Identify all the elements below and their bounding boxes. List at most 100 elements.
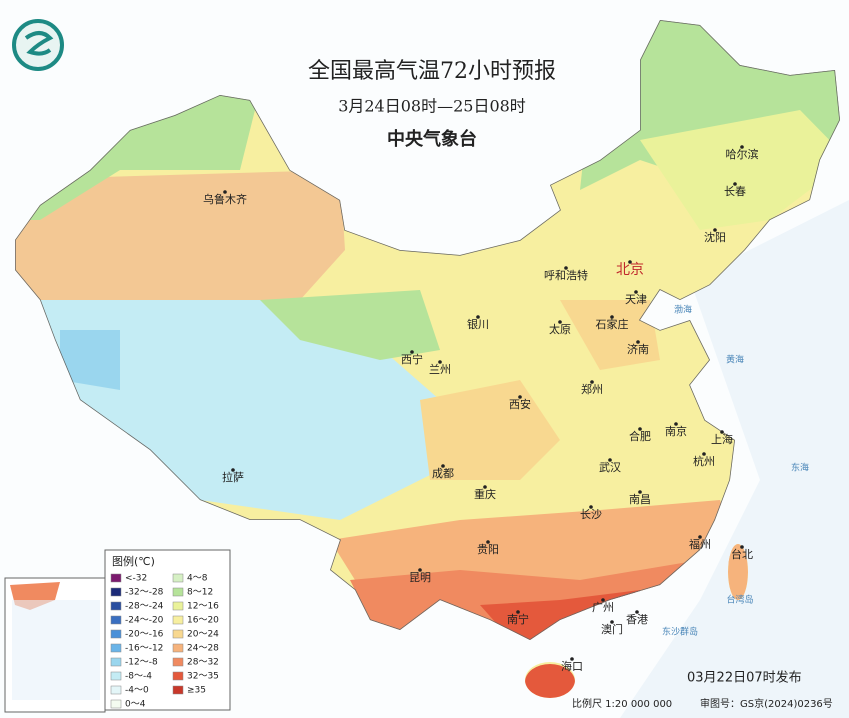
city-label: 长春 — [724, 185, 746, 198]
city-dot — [733, 182, 737, 186]
legend-label: -24～-20 — [125, 616, 164, 626]
legend-label: 16～20 — [187, 616, 219, 626]
city-dot — [231, 468, 235, 472]
city-label: 天津 — [625, 293, 647, 306]
city-label: 济南 — [627, 342, 649, 356]
city-label: 重庆 — [474, 487, 496, 501]
city-dot — [610, 620, 614, 624]
legend-label: ≥35 — [187, 686, 206, 696]
city-label: 北京 — [616, 262, 644, 278]
city-label: 长沙 — [580, 508, 602, 521]
city-label: 呼和浩特 — [544, 268, 588, 282]
city-dot — [441, 464, 445, 468]
legend-swatch — [172, 629, 184, 639]
city-label: 澳门 — [601, 622, 623, 636]
city-label: 太原 — [549, 323, 571, 336]
city-dot — [638, 427, 642, 431]
city-label: 石家庄 — [596, 317, 629, 331]
city-dot — [410, 350, 414, 354]
legend-swatch — [110, 629, 122, 639]
legend-label: -32～-28 — [125, 588, 164, 598]
legend-swatch — [172, 671, 184, 681]
legend-swatch — [172, 643, 184, 653]
city-label: 海口 — [561, 659, 583, 673]
sea-label: 黄海 — [726, 354, 744, 366]
city-dot — [589, 505, 593, 509]
city-label: 西安 — [509, 397, 531, 411]
city-dot — [223, 190, 227, 194]
city-dot — [720, 430, 724, 434]
legend-label: 20～24 — [187, 630, 219, 640]
agency: 中央气象台 — [387, 128, 477, 150]
city-label: 昆明 — [409, 571, 431, 584]
legend-label: -16～-12 — [125, 644, 163, 654]
city-label: 合肥 — [629, 429, 651, 443]
legend-label: -4～0 — [125, 686, 149, 696]
legend-swatch — [172, 615, 184, 625]
city-label: 银川 — [467, 317, 489, 331]
legend-label: -28～-24 — [125, 602, 164, 612]
legend-label: -8～-4 — [125, 672, 152, 682]
city-dot — [674, 422, 678, 426]
legend-swatch — [110, 587, 122, 597]
sea-label: 台湾岛 — [726, 594, 753, 606]
legend-swatch — [110, 601, 122, 611]
city-dot — [628, 260, 632, 264]
city-label: 武汉 — [599, 461, 621, 474]
review: 审图号：GS京(2024)0236号 — [700, 697, 833, 710]
legend — [104, 549, 231, 711]
city-dot — [601, 598, 605, 602]
subtitle: 3月24日08时—25日08时 — [338, 97, 526, 116]
legend-swatch — [172, 685, 184, 695]
legend-label: 0～4 — [125, 700, 146, 710]
city-label: 拉萨 — [222, 470, 244, 484]
sea-label: 东海 — [791, 462, 809, 474]
city-label: 南京 — [665, 424, 687, 438]
city-label: 上海 — [711, 432, 733, 446]
city-label: 南昌 — [629, 493, 651, 506]
inset-sea — [12, 600, 100, 700]
city-dot — [610, 315, 614, 319]
ocean — [620, 200, 849, 718]
legend-label: 24～28 — [187, 644, 219, 654]
sea-label: 渤海 — [674, 304, 692, 316]
legend-label: 8～12 — [187, 588, 213, 598]
legend-swatch — [110, 699, 122, 709]
city-label: 南宁 — [507, 612, 529, 626]
issued: 03月22日07时发布 — [687, 670, 802, 686]
legend-swatch — [110, 671, 122, 681]
city-label: 乌鲁木齐 — [203, 192, 247, 206]
title: 全国最高气温72小时预报 — [308, 59, 556, 84]
city-label: 贵阳 — [477, 543, 499, 556]
city-dot — [564, 266, 568, 270]
city-dot — [740, 545, 744, 549]
legend-label: 12～16 — [187, 602, 219, 612]
city-label: 杭州 — [693, 454, 715, 468]
city-label: 成都 — [432, 467, 454, 480]
logo-mark — [24, 31, 54, 56]
city-dot — [702, 452, 706, 456]
city-label: 兰州 — [429, 363, 451, 376]
sea-label: 东沙群岛 — [662, 626, 698, 638]
city-dot — [516, 610, 520, 614]
city-label: 哈尔滨 — [726, 147, 759, 161]
city-label: 沈阳 — [704, 230, 726, 244]
legend-swatch — [110, 573, 122, 583]
city-label: 香港 — [626, 613, 648, 626]
city-dot — [438, 360, 442, 364]
city-dot — [638, 490, 642, 494]
legend-label: <-32 — [125, 574, 147, 584]
legend-swatch — [110, 615, 122, 625]
legend-swatch — [172, 601, 184, 611]
city-label: 广州 — [592, 601, 614, 614]
legend-swatch — [110, 643, 122, 653]
city-dot — [418, 568, 422, 572]
city-dot — [636, 340, 640, 344]
legend-swatch — [110, 657, 122, 667]
legend-swatch — [172, 573, 184, 583]
legend-swatch — [110, 685, 122, 695]
scale: 比例尺 1:20 000 000 — [572, 697, 672, 710]
city-dot — [518, 395, 522, 399]
city-dot — [486, 540, 490, 544]
city-dot — [635, 610, 639, 614]
